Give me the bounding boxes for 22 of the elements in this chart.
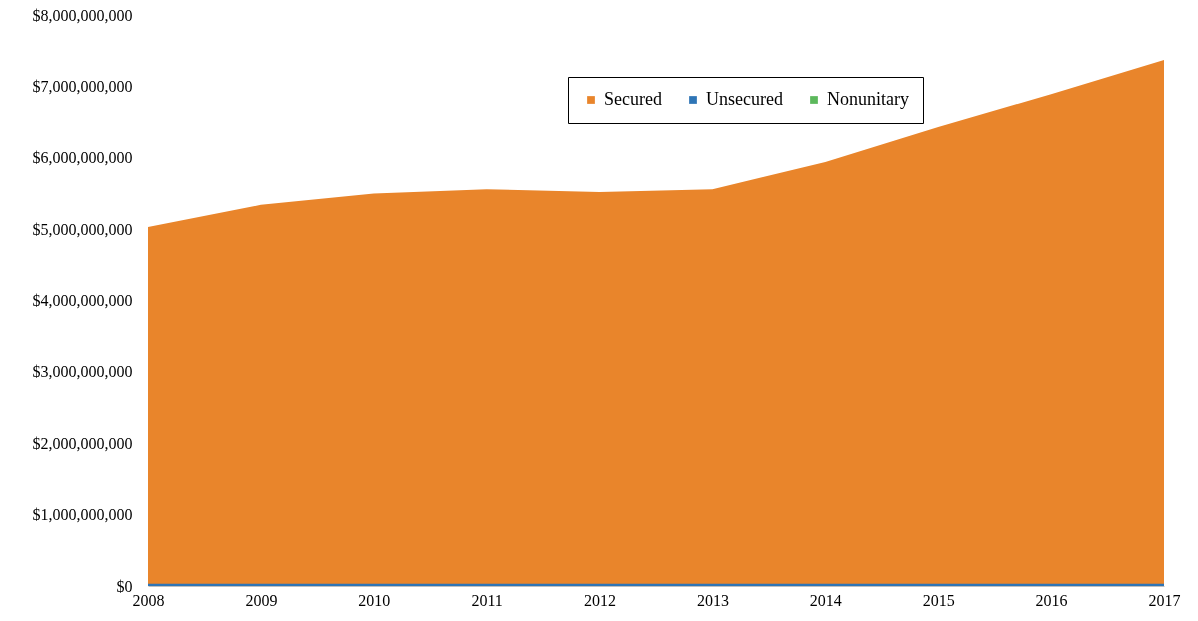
legend-label: Unsecured [706, 89, 783, 109]
x-tick-label: 2008 [132, 591, 165, 609]
x-tick-label: 2016 [1035, 591, 1068, 609]
x-tick-label: 2015 [922, 591, 955, 609]
y-tick-label: $8,000,000,000 [32, 6, 133, 24]
y-tick-label: $3,000,000,000 [32, 363, 133, 381]
y-tick-label: $5,000,000,000 [32, 220, 133, 238]
y-tick-label: $4,000,000,000 [32, 292, 133, 309]
x-tick-label: 2017 [1148, 591, 1181, 609]
legend-label: Secured [604, 89, 662, 109]
x-tick-label: 2013 [696, 591, 729, 609]
x-tick-label: 2009 [245, 591, 278, 609]
x-tick-label: 2014 [809, 591, 842, 609]
y-tick-label: $2,000,000,000 [32, 434, 133, 452]
y-tick-label: $6,000,000,000 [32, 149, 133, 167]
y-tick-label: $0 [116, 577, 133, 595]
x-tick-label: 2011 [471, 591, 503, 609]
y-tick-label: $7,000,000,000 [32, 77, 133, 95]
legend-label: Nonunitary [827, 89, 909, 109]
x-tick-label: 2012 [584, 591, 617, 609]
y-tick-label: $1,000,000,000 [32, 506, 133, 524]
x-tick-label: 2010 [358, 591, 391, 609]
